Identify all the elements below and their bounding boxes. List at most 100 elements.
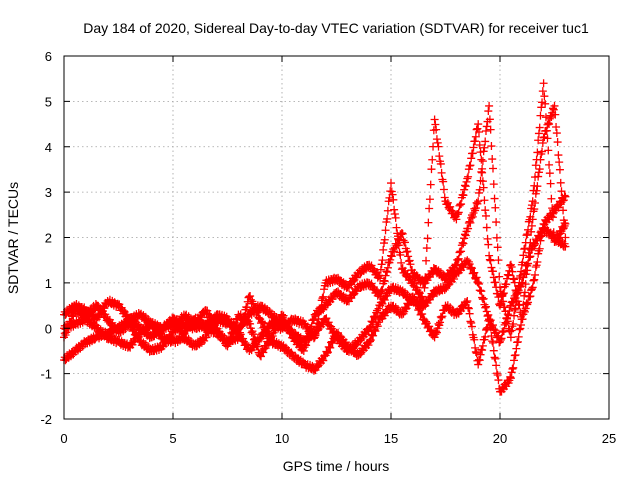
data-point	[436, 159, 445, 168]
data-point	[503, 317, 512, 326]
data-point	[304, 333, 313, 342]
data-point	[205, 311, 214, 320]
data-point	[561, 242, 570, 251]
y-tick-label: 5	[45, 94, 52, 109]
data-point	[467, 322, 476, 331]
data-point	[424, 218, 433, 227]
data-point	[481, 211, 490, 220]
data-point	[432, 125, 441, 134]
data-point	[538, 223, 547, 232]
y-tick-label: 2	[45, 231, 52, 246]
data-point	[482, 223, 491, 232]
data-point	[488, 338, 497, 347]
data-point	[324, 318, 333, 327]
data-point	[211, 319, 220, 328]
data-point	[520, 306, 529, 315]
data-point	[520, 244, 529, 253]
data-point	[432, 135, 441, 144]
data-point	[472, 349, 481, 358]
data-point	[558, 193, 567, 202]
data-point	[242, 303, 251, 312]
data-point	[438, 175, 447, 184]
data-point	[231, 321, 240, 330]
data-point	[546, 179, 555, 188]
data-point	[481, 303, 490, 312]
data-point	[481, 137, 490, 146]
data-point	[513, 337, 522, 346]
data-point	[466, 218, 475, 227]
data-point	[486, 125, 495, 134]
data-point	[544, 119, 553, 128]
data-point	[560, 219, 569, 228]
data-point	[518, 310, 527, 319]
data-point	[495, 272, 504, 281]
data-point	[271, 324, 280, 333]
data-point	[476, 350, 485, 359]
data-point	[467, 154, 476, 163]
data-point	[482, 307, 491, 316]
data-point	[551, 110, 560, 119]
y-tick-label: 4	[45, 140, 52, 155]
data-point	[501, 307, 510, 316]
data-point	[287, 328, 296, 337]
data-point	[509, 320, 518, 329]
data-point	[450, 261, 459, 270]
data-point	[543, 134, 552, 143]
data-point	[508, 267, 517, 276]
data-point	[479, 147, 488, 156]
data-point	[498, 328, 507, 337]
y-tick-label: -2	[40, 412, 52, 427]
data-point	[477, 155, 486, 164]
data-point	[387, 252, 396, 261]
data-point	[376, 265, 385, 274]
data-point	[556, 178, 565, 187]
data-point	[489, 346, 498, 355]
data-point	[379, 239, 388, 248]
data-point	[384, 197, 393, 206]
data-point	[458, 238, 467, 247]
data-point	[395, 235, 404, 244]
data-point	[312, 325, 321, 334]
chart-title: Day 184 of 2020, Sidereal Day-to-day VTE…	[83, 20, 589, 36]
data-point	[477, 287, 486, 296]
data-point	[490, 194, 499, 203]
data-point	[536, 111, 545, 120]
data-point	[464, 224, 473, 233]
data-point	[383, 268, 392, 277]
data-point	[461, 182, 470, 191]
data-point	[427, 165, 436, 174]
data-point	[525, 253, 534, 262]
data-point	[554, 151, 563, 160]
data-point	[513, 289, 522, 298]
data-point	[488, 267, 497, 276]
data-point	[302, 341, 311, 350]
data-point	[561, 233, 570, 242]
data-point	[533, 148, 542, 157]
data-point	[475, 356, 484, 365]
data-point	[472, 273, 481, 282]
data-point	[453, 256, 462, 265]
data-point	[253, 308, 262, 317]
data-point	[249, 304, 258, 313]
data-point	[390, 247, 399, 256]
data-point	[531, 161, 540, 170]
data-point	[524, 248, 533, 257]
data-point	[481, 332, 490, 341]
data-point	[545, 160, 554, 169]
data-point	[469, 269, 478, 278]
data-point	[432, 328, 441, 337]
data-point	[514, 282, 523, 291]
data-point	[478, 293, 487, 302]
data-point	[488, 337, 497, 346]
data-point	[502, 280, 511, 289]
data-point	[453, 210, 462, 219]
data-point	[422, 317, 431, 326]
data-point	[404, 252, 413, 261]
data-point	[470, 268, 479, 277]
data-point	[539, 79, 548, 88]
data-point	[531, 270, 540, 279]
data-point	[67, 317, 76, 326]
data-point	[204, 329, 213, 337]
data-point	[536, 236, 545, 245]
data-point	[484, 107, 493, 116]
